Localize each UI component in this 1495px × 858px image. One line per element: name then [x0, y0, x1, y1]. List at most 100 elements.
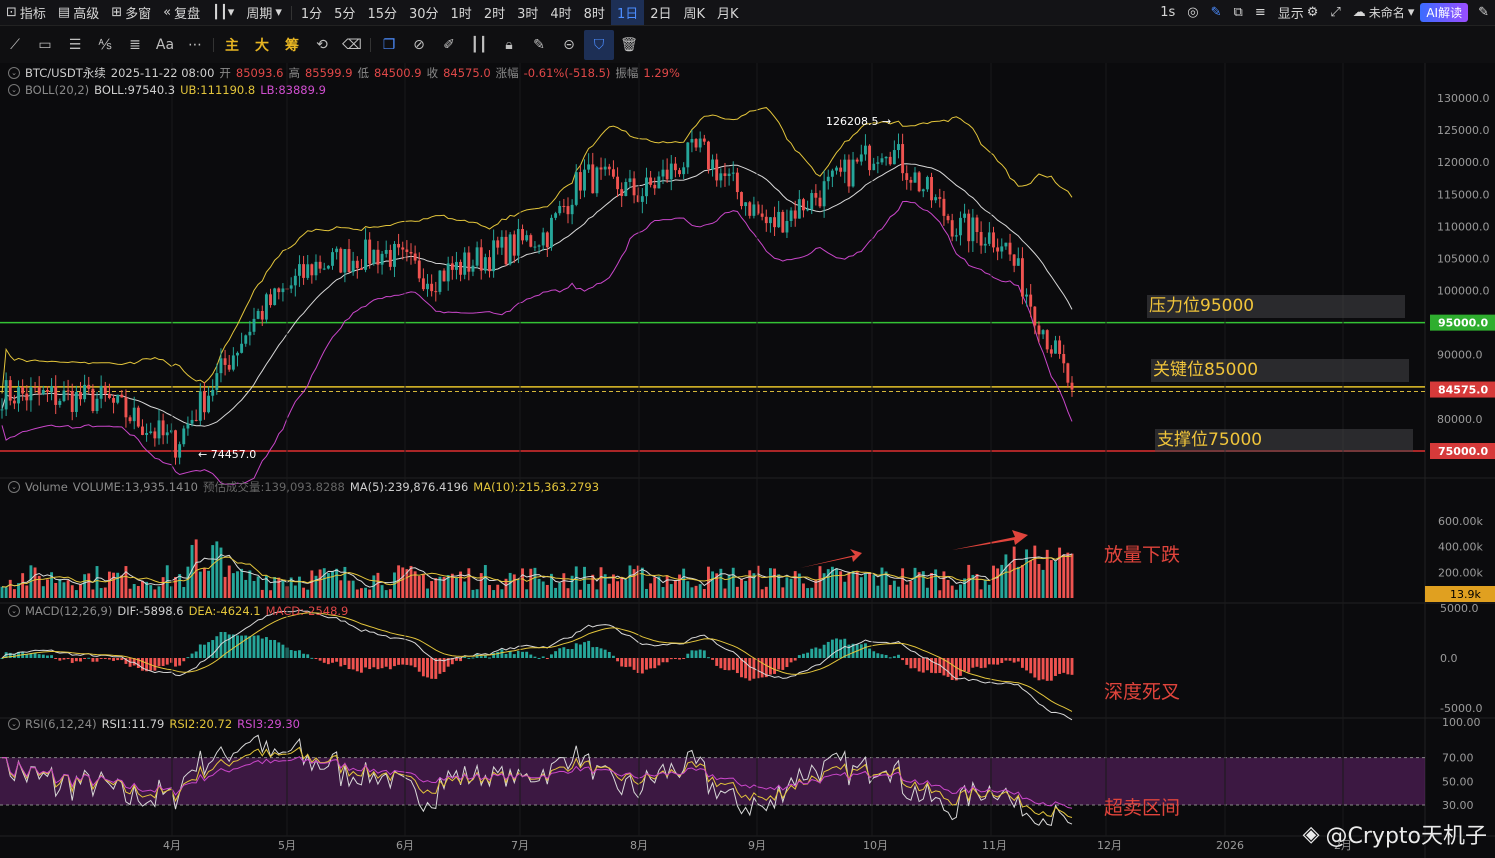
macd-bar — [921, 658, 925, 673]
eraser-icon[interactable]: ⌫ — [342, 36, 362, 53]
interval-tab[interactable]: 2日 — [650, 7, 672, 22]
macd-bar — [620, 658, 624, 667]
interval-tab[interactable]: 3时 — [517, 7, 539, 22]
copy-icon[interactable]: ❐ — [382, 36, 396, 53]
layout-dropdown[interactable]: ☁ 未命名 ▾ — [1352, 5, 1415, 20]
pen-icon[interactable]: ✎ — [1478, 5, 1489, 20]
text-tool[interactable]: Aa — [155, 36, 175, 53]
volume-bar — [971, 574, 975, 598]
candle-body — [454, 261, 458, 270]
edit-icon[interactable]: ✎ — [533, 36, 545, 53]
advanced-button[interactable]: ▤ 高级 — [57, 5, 100, 22]
chevron-icon[interactable]: ⌄ — [8, 481, 20, 493]
candle-body — [8, 380, 12, 401]
macd-bar — [492, 652, 496, 658]
volume-bar — [74, 590, 78, 598]
macd-bar — [79, 658, 82, 662]
display-button[interactable]: 显示 ⚙ — [1277, 5, 1319, 22]
period-dropdown[interactable]: 周期 ▾ — [246, 5, 282, 22]
interval-tab[interactable]: 1分 — [300, 7, 323, 22]
chart-canvas[interactable]: 130000.0 125000.0 120000.0 115000.0 110000.0… — [0, 63, 1495, 858]
chevron-icon[interactable]: ⌄ — [8, 84, 20, 96]
candle-body — [723, 173, 727, 176]
horizontal-lines-icon[interactable]: ≣ — [129, 36, 141, 53]
multi-window-button[interactable]: ⊞ 多窗 — [111, 5, 152, 22]
interval-tab[interactable]: 30分 — [408, 7, 439, 22]
volume-bar — [1037, 564, 1041, 598]
candle-body — [529, 235, 533, 247]
ai-interpret-button[interactable]: AI解读 — [1420, 3, 1469, 22]
filter-icon[interactable]: ⛉ — [584, 29, 614, 60]
fullscreen-icon[interactable]: ⤢ — [1330, 5, 1341, 20]
chevron-icon[interactable]: ⌄ — [8, 67, 20, 79]
interval-1s[interactable]: 1s — [1160, 5, 1176, 20]
candle-body — [446, 263, 450, 282]
chevron-icon[interactable]: ⌄ — [8, 718, 20, 730]
parallel-lines-icon[interactable]: ☰ — [68, 36, 82, 53]
macd-bar — [25, 654, 29, 658]
volume-bar — [545, 584, 549, 598]
main-chart-toggle[interactable]: 主 — [225, 37, 239, 54]
interval-tab[interactable]: 8时 — [583, 7, 605, 22]
macd-bar — [711, 658, 715, 660]
macd-bar — [335, 658, 339, 662]
macd-bar — [872, 651, 876, 658]
camera-icon[interactable]: ◎ — [1187, 5, 1199, 20]
volume-bar — [959, 584, 962, 598]
macd-bar — [380, 658, 384, 669]
macd-bar — [516, 650, 520, 658]
interval-tab[interactable]: 1日 — [610, 0, 645, 25]
close-value: 84575.0 — [443, 66, 491, 80]
lock-icon[interactable]: 🔒︎ — [505, 36, 513, 53]
candle-body — [479, 247, 483, 271]
macd-bar — [50, 655, 54, 658]
ruler-icon[interactable]: ⊘ — [413, 36, 425, 53]
volume-ma5: MA(5):239,876.4196 — [349, 480, 469, 494]
candle-body — [483, 257, 487, 271]
magnet-icon[interactable]: ⟲ — [316, 36, 328, 53]
interval-tab[interactable]: 15分 — [367, 7, 397, 22]
indicator-button[interactable]: ⊡ 指标 — [6, 5, 46, 22]
chevron-icon[interactable]: ⌄ — [8, 605, 20, 617]
list-icon[interactable]: ≡ — [1254, 5, 1266, 20]
interval-tab[interactable]: 4时 — [550, 7, 572, 22]
interval-tab[interactable]: 周K — [683, 7, 706, 22]
volume-bar — [789, 578, 793, 598]
line-tool-icon[interactable]: ⟋ — [10, 36, 20, 53]
interval-tab[interactable]: 2时 — [483, 7, 506, 22]
trash-icon[interactable]: 🗑︎ — [620, 36, 638, 53]
candle-body — [256, 310, 260, 319]
macd-bar — [326, 658, 330, 665]
macd-bar — [545, 658, 549, 659]
pen-icon[interactable]: ✎ — [1210, 5, 1222, 20]
interval-tab[interactable]: 月K — [717, 7, 739, 22]
interval-tab[interactable]: 1时 — [450, 7, 472, 22]
candle-body — [58, 400, 62, 405]
volume-bar — [401, 567, 405, 598]
replay-button[interactable]: « 复盘 — [163, 5, 201, 22]
visibility-icon[interactable]: ⊝ — [563, 36, 575, 53]
more-tools-icon[interactable]: ⋯ — [188, 36, 202, 53]
candle-body — [1029, 294, 1033, 307]
rectangle-tool-icon[interactable]: ▭ — [38, 36, 52, 53]
time-axis-label: 7月 — [511, 839, 529, 852]
candle-body — [128, 417, 132, 422]
candle-body — [694, 139, 698, 148]
interval-tab[interactable]: 5分 — [334, 7, 356, 22]
time-axis-label: 4月 — [163, 839, 181, 852]
volume-ma10: MA(10):215,363.2793 — [473, 480, 600, 494]
volume-bar — [25, 585, 29, 598]
volume-bar — [467, 568, 471, 598]
candle-body — [628, 178, 632, 182]
symbol-label: BTC/USDT永续 — [25, 66, 106, 80]
volume-bar — [409, 565, 413, 598]
pencil-icon[interactable]: ✐ — [443, 36, 455, 53]
candle-body — [66, 390, 70, 392]
external-icon[interactable]: ⧉ — [1233, 5, 1243, 20]
chip-distribution-toggle[interactable]: 筹 — [285, 37, 299, 54]
candle-icon[interactable]: ┃┃ — [470, 36, 488, 53]
fib-tool-icon[interactable]: ⅍ — [98, 37, 112, 53]
chart-type-button[interactable]: ┃┃▾ — [206, 0, 240, 25]
macd-bar — [1020, 658, 1024, 668]
big-order-toggle[interactable]: 大 — [255, 37, 269, 54]
